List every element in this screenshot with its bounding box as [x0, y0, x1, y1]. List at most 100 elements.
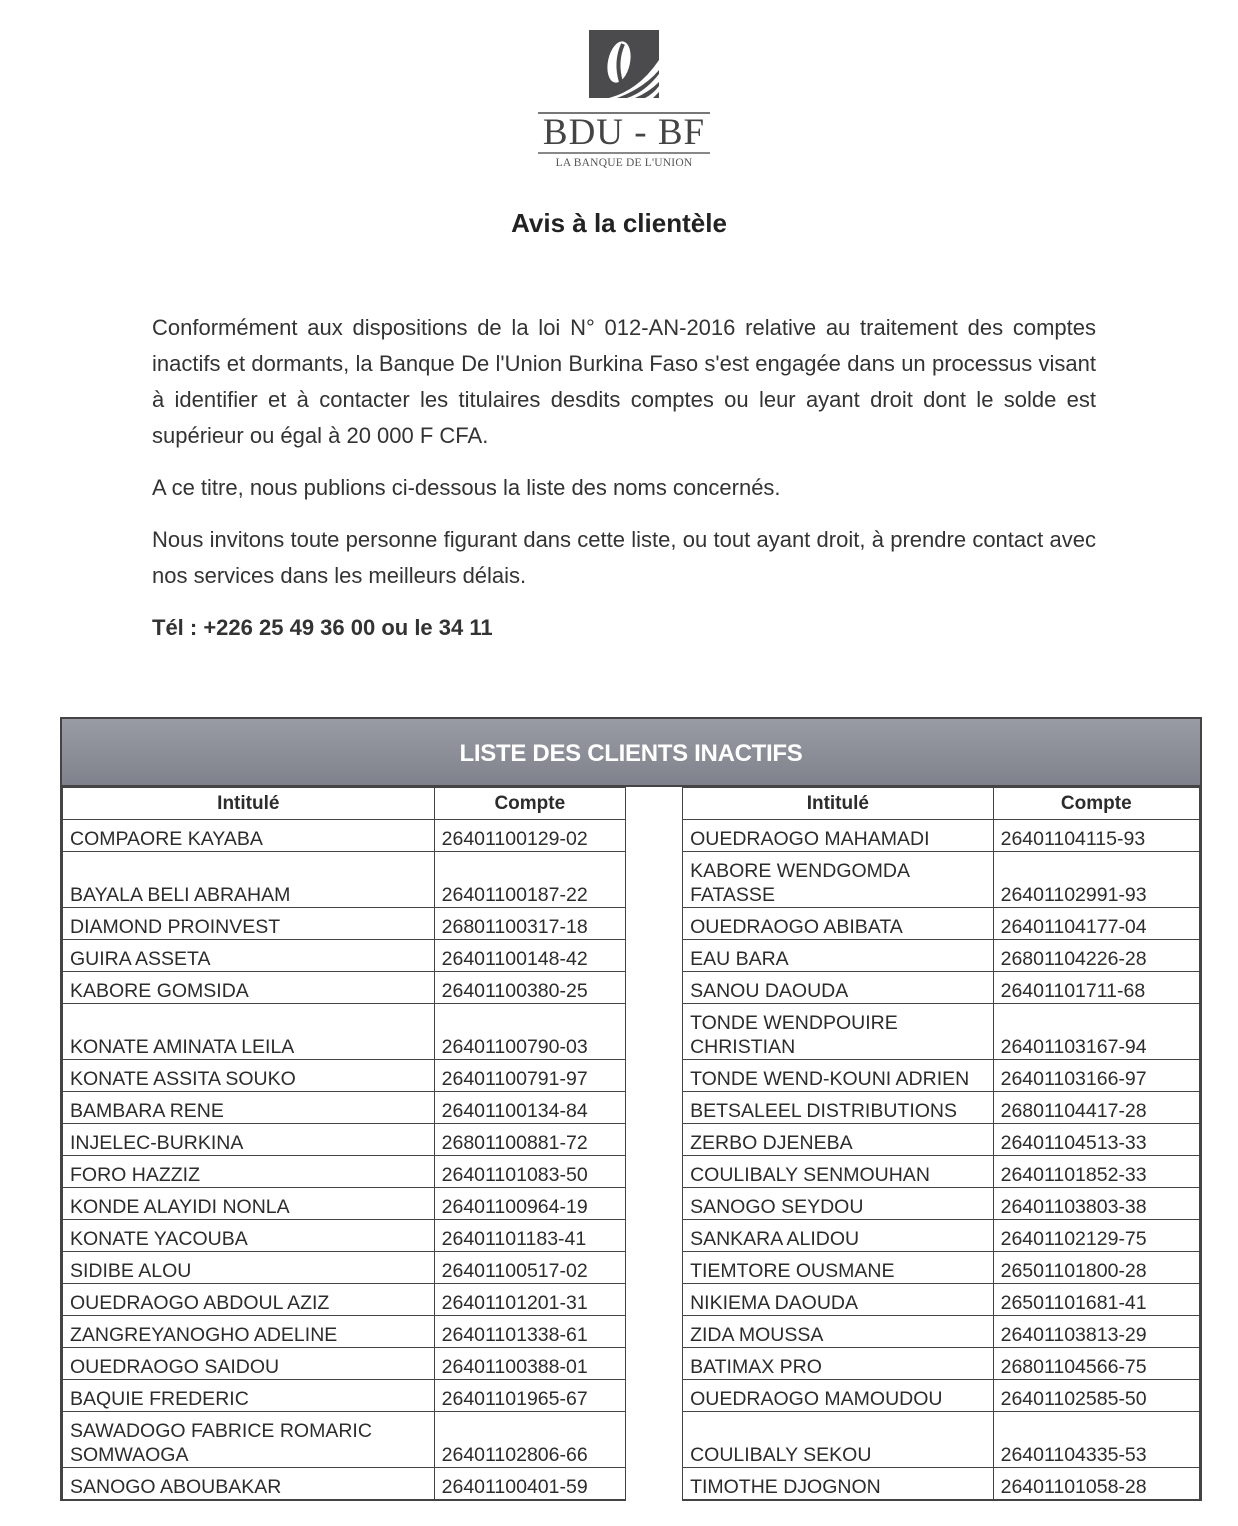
- client-name: KABORE WENDGOMDA FATASSE: [682, 851, 994, 908]
- client-name: GUIRA ASSETA: [62, 939, 435, 972]
- client-name: FORO HAZZIZ: [62, 1155, 435, 1188]
- client-name: SIDIBE ALOU: [62, 1251, 435, 1284]
- client-name: SANKARA ALIDOU: [682, 1219, 994, 1252]
- account-number: 26401101083-50: [433, 1155, 626, 1188]
- column-gap: [624, 1123, 684, 1156]
- account-number: 26401101852-33: [992, 1155, 1201, 1188]
- account-number: 26801104226-28: [992, 939, 1201, 972]
- account-number: 26401101183-41: [433, 1219, 626, 1252]
- column-gap: [624, 787, 684, 820]
- account-number: 26401100129-02: [433, 819, 626, 852]
- client-name: OUEDRAOGO SAIDOU: [62, 1347, 435, 1380]
- account-number: 26401100790-03: [433, 1003, 626, 1060]
- account-number: 26401100187-22: [433, 851, 626, 908]
- column-gap: [624, 1219, 684, 1252]
- logo-name: BDU - BF: [542, 112, 706, 153]
- client-name: BAYALA BELI ABRAHAM: [62, 851, 435, 908]
- table-title: LISTE DES CLIENTS INACTIFS: [62, 719, 1200, 787]
- header-name: Intitulé: [62, 787, 435, 820]
- inactive-clients-table: LISTE DES CLIENTS INACTIFS Intitulé Comp…: [60, 717, 1202, 1501]
- logo-rule: [538, 112, 710, 114]
- paragraph: Nous invitons toute personne figurant da…: [152, 527, 1096, 588]
- paragraph: Conformément aux dispositions de la loi …: [152, 315, 1096, 448]
- account-number: 26401101201-31: [433, 1283, 626, 1316]
- account-number: 26401102129-75: [992, 1219, 1201, 1252]
- table-row: BAYALA BELI ABRAHAM 26401100187-22 KABORE …: [62, 851, 1201, 908]
- account-number: 26401104513-33: [992, 1123, 1201, 1156]
- table-row: KONATE AMINATA LEILA 26401100790-03 TONDE …: [62, 1003, 1201, 1060]
- account-number: 26401104335-53: [992, 1411, 1201, 1468]
- account-number: 26401102991-93: [992, 851, 1201, 908]
- column-gap: [624, 1467, 684, 1500]
- column-gap: [624, 1347, 684, 1380]
- client-name: SANOU DAOUDA: [682, 971, 994, 1004]
- table-row: INJELEC-BURKINA 26801100881-72 ZERBO DJENE…: [62, 1123, 1201, 1156]
- cowrie-shell-logo-icon: [589, 30, 659, 98]
- table-row: SANOGO ABOUBAKAR 26401100401-59 TIMOTHE DJ…: [62, 1467, 1201, 1501]
- column-gap: [624, 1059, 684, 1092]
- account-number: 26401102806-66: [433, 1411, 626, 1468]
- client-name: TIMOTHE DJOGNON: [682, 1467, 994, 1501]
- header-account: Compte: [992, 787, 1201, 820]
- client-name: ZERBO DJENEBA: [682, 1123, 994, 1156]
- column-gap: [624, 1283, 684, 1316]
- account-number: 26801104566-75: [992, 1347, 1201, 1380]
- notice-body: Conformément aux dispositions de la loi …: [152, 310, 1096, 662]
- column-gap: [624, 907, 684, 940]
- account-number: 26401103803-38: [992, 1187, 1201, 1220]
- account-number: 26401101711-68: [992, 971, 1201, 1004]
- table-header-row: Intitulé Compte Intitulé Compte: [62, 787, 1201, 820]
- column-gap: [624, 939, 684, 972]
- account-number: 26401100401-59: [433, 1467, 626, 1501]
- table-row: OUEDRAOGO ABDOUL AZIZ 26401101201-31 NIKIE…: [62, 1283, 1201, 1316]
- column-gap: [624, 1187, 684, 1220]
- table-row: KONATE ASSITA SOUKO 26401100791-97 TONDE W…: [62, 1059, 1201, 1092]
- account-number: 26401101338-61: [433, 1315, 626, 1348]
- paragraph: A ce titre, nous publions ci-dessous la …: [152, 475, 781, 500]
- client-name: INJELEC-BURKINA: [62, 1123, 435, 1156]
- account-number: 26801100881-72: [433, 1123, 626, 1156]
- account-number: 26401100517-02: [433, 1251, 626, 1284]
- account-number: 26501101800-28: [992, 1251, 1201, 1284]
- bank-logo: BDU - BF LA BANQUE DE L'UNION: [538, 30, 710, 169]
- account-number: 26401104115-93: [992, 819, 1201, 852]
- column-gap: [624, 1003, 684, 1060]
- account-number: 26401103166-97: [992, 1059, 1201, 1092]
- client-name: TONDE WEND-KOUNI ADRIEN: [682, 1059, 994, 1092]
- column-gap: [624, 1411, 684, 1468]
- client-name: KABORE GOMSIDA: [62, 971, 435, 1004]
- table-row: COMPAORE KAYABA 26401100129-02 OUEDRAOGO M…: [62, 819, 1201, 852]
- notice-title: Avis à la clientèle: [511, 208, 727, 238]
- client-name: SANOGO ABOUBAKAR: [62, 1467, 435, 1501]
- account-number: 26401100791-97: [433, 1059, 626, 1092]
- client-name: BAMBARA RENE: [62, 1091, 435, 1124]
- account-number: 26401104177-04: [992, 907, 1201, 940]
- column-gap: [624, 1379, 684, 1412]
- client-name: COULIBALY SENMOUHAN: [682, 1155, 994, 1188]
- client-name: SANOGO SEYDOU: [682, 1187, 994, 1220]
- table-row: BAMBARA RENE 26401100134-84 BETSALEEL DIST…: [62, 1091, 1201, 1124]
- client-name: KONATE AMINATA LEILA: [62, 1003, 435, 1060]
- account-number: 26401100380-25: [433, 971, 626, 1004]
- table-row: OUEDRAOGO SAIDOU 26401100388-01 BATIMAX PR…: [62, 1347, 1201, 1380]
- header-name: Intitulé: [682, 787, 994, 820]
- logo-rule: [538, 152, 710, 154]
- client-name: DIAMOND PROINVEST: [62, 907, 435, 940]
- account-number: 26401101965-67: [433, 1379, 626, 1412]
- table-row: SAWADOGO FABRICE ROMARIC SOMWAOGA 2640110…: [62, 1411, 1201, 1468]
- table-row: BAQUIE FREDERIC 26401101965-67 OUEDRAOGO M…: [62, 1379, 1201, 1412]
- column-gap: [624, 1251, 684, 1284]
- account-number: 26401103813-29: [992, 1315, 1201, 1348]
- client-name: BETSALEEL DISTRIBUTIONS: [682, 1091, 994, 1124]
- client-name: COULIBALY SEKOU: [682, 1411, 994, 1468]
- client-name: ZANGREYANOGHO ADELINE: [62, 1315, 435, 1348]
- client-name: KONATE ASSITA SOUKO: [62, 1059, 435, 1092]
- account-number: 26801100317-18: [433, 907, 626, 940]
- table-row: DIAMOND PROINVEST 26801100317-18 OUEDRAOGO…: [62, 907, 1201, 940]
- client-name: NIKIEMA DAOUDA: [682, 1283, 994, 1316]
- phone-number: Tél : +226 25 49 36 00 ou le 34 11: [152, 615, 493, 640]
- client-name: BAQUIE FREDERIC: [62, 1379, 435, 1412]
- table-row: KONATE YACOUBA 26401101183-41 SANKARA ALID…: [62, 1219, 1201, 1252]
- client-name: SAWADOGO FABRICE ROMARIC SOMWAOGA: [62, 1411, 435, 1468]
- column-gap: [624, 819, 684, 852]
